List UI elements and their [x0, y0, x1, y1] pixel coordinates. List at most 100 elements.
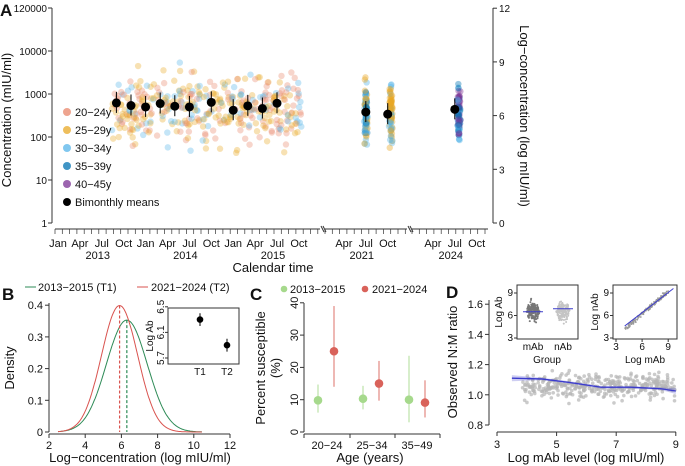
d-data-point	[665, 375, 670, 380]
a-data-point	[248, 92, 256, 99]
d-inset2-point	[628, 325, 631, 328]
d-inset1-point	[555, 310, 558, 313]
a-ytick-right-label: 12	[499, 4, 511, 15]
a-data-point	[195, 118, 203, 125]
a-data-point	[280, 96, 288, 103]
b-ytick-label: 0	[37, 427, 43, 439]
a-data-point	[200, 116, 208, 123]
a-data-point	[240, 97, 247, 104]
a-data-point	[388, 133, 396, 141]
a-data-point	[130, 115, 137, 122]
a-data-point	[265, 78, 272, 86]
d-data-point	[640, 383, 645, 388]
a-data-point	[293, 95, 301, 102]
a-data-point	[387, 126, 395, 133]
d-data-point	[547, 386, 551, 390]
a-data-point	[388, 118, 396, 125]
a-data-point	[362, 119, 370, 126]
a-data-point	[388, 93, 395, 100]
a-data-point	[455, 112, 463, 120]
d-ytick-label: 1.6	[468, 299, 483, 311]
a-legend-label: Bimonthly means	[75, 197, 160, 209]
a-data-point	[199, 116, 207, 123]
a-data-point	[363, 97, 370, 104]
a-data-point	[456, 122, 463, 129]
a-data-point	[247, 112, 254, 119]
a-data-point	[211, 82, 218, 90]
d-data-point	[598, 389, 603, 394]
d-data-point	[613, 383, 618, 387]
a-data-point	[186, 82, 193, 90]
a-year-label: 2015	[261, 250, 285, 262]
a-data-point	[387, 100, 395, 107]
a-data-point	[195, 116, 203, 124]
d-data-point	[617, 379, 622, 383]
d-inset2-point	[647, 309, 650, 312]
d-inset2-point	[642, 312, 644, 315]
a-data-point	[387, 104, 394, 111]
a-data-point	[259, 93, 267, 100]
a-bimonthly-mean	[155, 99, 165, 109]
a-ytick-label: 1	[41, 219, 47, 230]
a-data-point	[388, 123, 396, 131]
a-data-point	[386, 88, 394, 95]
a-data-point	[457, 116, 464, 123]
a-data-point	[108, 105, 116, 112]
a-data-point	[153, 92, 161, 99]
a-month-label: Apr	[71, 238, 88, 250]
d-data-point	[622, 387, 627, 392]
d-inset1-point	[567, 314, 570, 317]
a-data-point	[246, 141, 253, 148]
a-month-label: Jan	[49, 238, 67, 250]
a-data-point	[179, 85, 187, 92]
a-data-point	[121, 106, 128, 113]
d-data-point	[560, 372, 564, 376]
d-data-point	[542, 375, 547, 379]
a-data-point	[456, 117, 463, 124]
a-data-point	[228, 93, 236, 100]
d-data-point	[552, 381, 557, 385]
a-data-point	[124, 115, 131, 123]
a-data-point	[387, 90, 394, 97]
a-legend-marker	[63, 180, 71, 188]
d-data-point	[525, 374, 530, 378]
d-data-point	[595, 375, 599, 379]
a-ytick-label: 120000	[14, 4, 48, 15]
a-data-point	[237, 110, 244, 117]
a-data-point	[361, 76, 369, 83]
d-data-point	[547, 391, 552, 396]
a-data-point	[273, 116, 281, 124]
a-data-point	[259, 117, 267, 125]
d-inset1-point	[537, 309, 540, 312]
a-data-point	[176, 59, 184, 66]
d-inset1-point	[562, 305, 565, 308]
c-xtick-label: 25−34	[357, 440, 388, 452]
a-ytick-right-label: 0	[499, 219, 505, 230]
a-data-point	[456, 120, 463, 127]
d-inset1-point	[527, 315, 530, 318]
a-data-point	[456, 95, 463, 102]
d-data-point	[672, 384, 676, 389]
a-data-point	[196, 95, 203, 102]
a-data-point	[185, 128, 193, 135]
d-inset2-point	[637, 316, 640, 318]
d-data-point	[523, 389, 528, 394]
a-data-point	[200, 93, 207, 101]
a-data-point	[109, 135, 117, 142]
a-data-point	[265, 118, 273, 125]
d-data-point	[633, 394, 638, 398]
d-data-point	[633, 383, 637, 387]
d-smooth-line	[511, 377, 676, 392]
a-data-point	[297, 109, 304, 116]
a-data-point	[362, 136, 370, 143]
d-inset1-point	[559, 305, 562, 308]
a-data-point	[293, 120, 300, 127]
a-year-label: 2021	[350, 250, 374, 262]
a-data-point	[142, 120, 150, 127]
a-data-point	[361, 101, 369, 109]
a-data-point	[361, 129, 368, 137]
a-data-point	[363, 95, 370, 102]
a-ytick-label: 10	[36, 176, 48, 187]
d-data-point	[539, 389, 544, 393]
a-data-point	[178, 98, 185, 106]
